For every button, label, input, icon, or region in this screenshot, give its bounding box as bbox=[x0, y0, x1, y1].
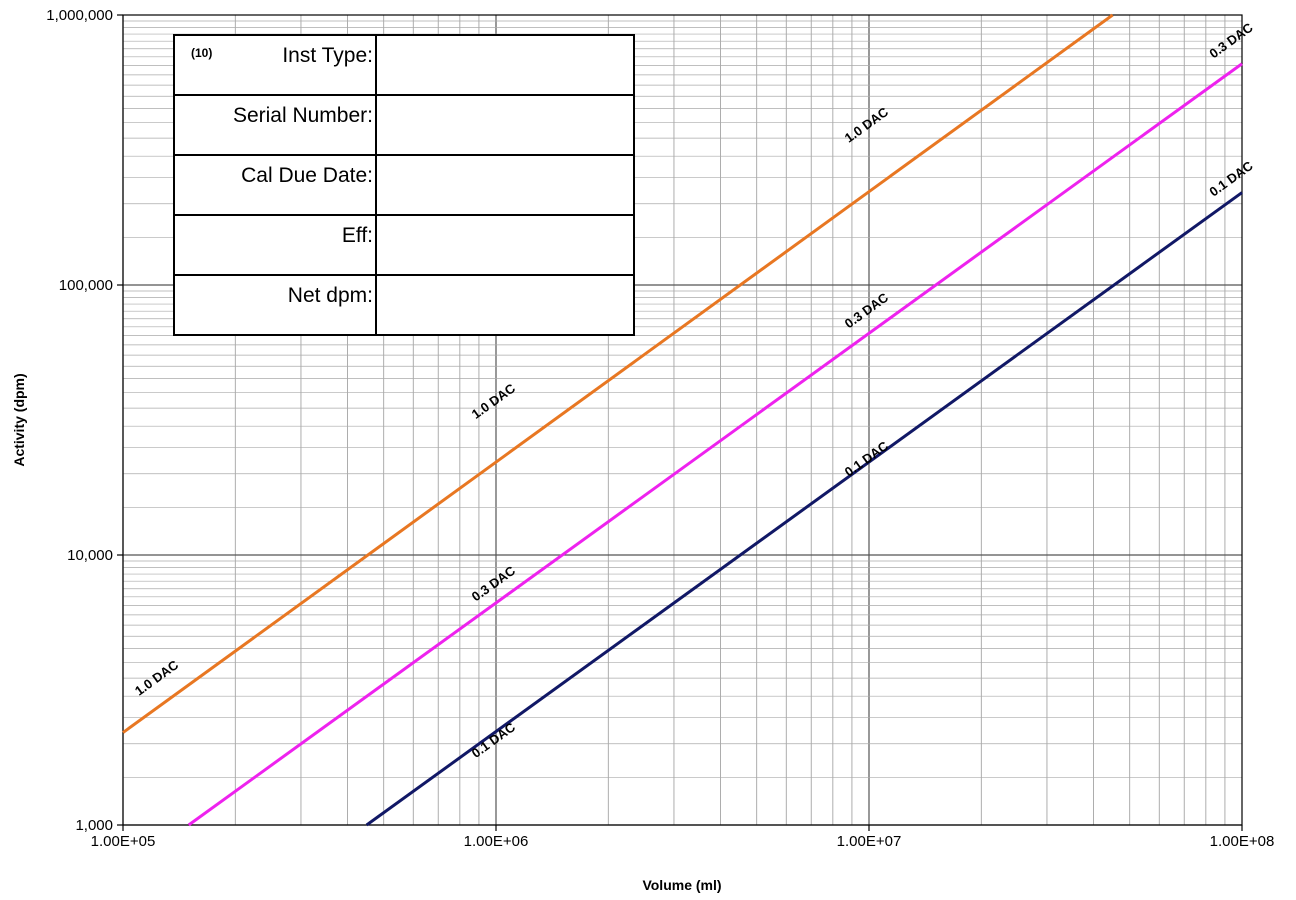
inst-type-field[interactable] bbox=[379, 36, 633, 94]
form-row-eff: Eff: bbox=[175, 216, 633, 276]
y-tick-labels: 1,000 10,000 100,000 1,000,000 bbox=[46, 7, 113, 834]
form-row-cal-due-date: Cal Due Date: bbox=[175, 156, 633, 216]
cal-due-date-label: Cal Due Date: bbox=[175, 156, 377, 214]
line-annotation: 0.1 DAC bbox=[469, 719, 519, 761]
line-annotation: 0.3 DAC bbox=[1206, 19, 1256, 61]
plot-area-border bbox=[122, 14, 1243, 826]
net-dpm-label: Net dpm: bbox=[175, 276, 377, 336]
eff-label: Eff: bbox=[175, 216, 377, 274]
series-line-0-1-dac bbox=[365, 191, 1243, 827]
net-dpm-field[interactable] bbox=[379, 276, 633, 336]
x-tick-label: 1.00E+07 bbox=[837, 833, 902, 850]
x-tick-label: 1.00E+05 bbox=[91, 833, 156, 850]
line-annotation: 0.1 DAC bbox=[1206, 158, 1256, 200]
form-number: (10) bbox=[191, 46, 213, 60]
line-annotation: 1.0 DAC bbox=[132, 657, 182, 699]
y-tick-label: 100,000 bbox=[59, 277, 113, 294]
line-annotation: 0.3 DAC bbox=[469, 562, 519, 604]
line-annotation: 0.1 DAC bbox=[842, 438, 892, 480]
y-tick-label: 10,000 bbox=[67, 547, 113, 564]
inst-type-label: Inst Type: bbox=[175, 36, 377, 94]
form-row-inst-type: Inst Type: bbox=[175, 36, 633, 96]
series-line-1-0-dac bbox=[122, 13, 1114, 734]
serial-number-field[interactable] bbox=[379, 96, 633, 154]
y-axis-title: Activity (dpm) bbox=[11, 373, 27, 466]
x-axis-title: Volume (ml) bbox=[642, 877, 721, 893]
serial-number-label: Serial Number: bbox=[175, 96, 377, 154]
series-group bbox=[122, 13, 1243, 827]
form-row-serial-number: Serial Number: bbox=[175, 96, 633, 156]
instrument-form: (10) Inst Type: Serial Number: Cal Due D… bbox=[173, 34, 635, 336]
x-tick-label: 1.00E+06 bbox=[464, 833, 529, 850]
y-tick-label: 1,000,000 bbox=[46, 7, 113, 24]
eff-field[interactable] bbox=[379, 216, 633, 274]
line-annotation: 0.3 DAC bbox=[842, 289, 892, 331]
x-tick-labels: 1.00E+05 1.00E+06 1.00E+07 1.00E+08 bbox=[91, 833, 1275, 850]
line-annotation: 1.0 DAC bbox=[469, 380, 519, 422]
form-row-net-dpm: Net dpm: bbox=[175, 276, 633, 336]
series-line-0-3-dac bbox=[187, 62, 1243, 827]
cal-due-date-field[interactable] bbox=[379, 156, 633, 214]
y-tick-label: 1,000 bbox=[75, 817, 113, 834]
line-annotation: 1.0 DAC bbox=[842, 104, 892, 146]
x-tick-label: 1.00E+08 bbox=[1210, 833, 1275, 850]
